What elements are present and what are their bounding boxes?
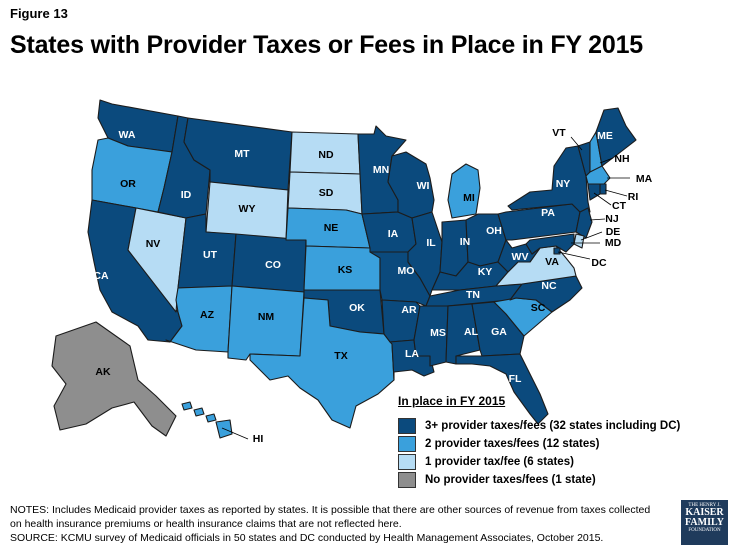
state-tx bbox=[249, 297, 395, 429]
svg-text:ME: ME bbox=[597, 130, 613, 142]
legend-item-none: No provider taxes/fees (1 state) bbox=[398, 472, 596, 488]
legend-label: No provider taxes/fees (1 state) bbox=[425, 474, 596, 486]
state-ri bbox=[599, 183, 607, 195]
legend-swatch bbox=[398, 472, 416, 488]
svg-text:NH: NH bbox=[614, 153, 629, 165]
svg-text:IL: IL bbox=[426, 237, 436, 249]
svg-text:CO: CO bbox=[265, 259, 281, 271]
svg-text:MT: MT bbox=[234, 148, 250, 160]
legend-item-one: 1 provider tax/fee (6 states) bbox=[398, 454, 574, 470]
svg-text:OH: OH bbox=[486, 225, 502, 237]
svg-text:OR: OR bbox=[120, 178, 136, 190]
svg-text:LA: LA bbox=[405, 348, 419, 360]
svg-text:SD: SD bbox=[319, 187, 334, 199]
state-ct bbox=[587, 183, 601, 201]
svg-text:MS: MS bbox=[430, 327, 446, 339]
svg-text:HI: HI bbox=[253, 433, 264, 445]
svg-text:DC: DC bbox=[591, 257, 607, 269]
svg-text:VT: VT bbox=[552, 127, 566, 139]
figure-label: Figure 13 bbox=[10, 6, 68, 21]
svg-text:MO: MO bbox=[398, 265, 415, 277]
svg-text:IA: IA bbox=[388, 228, 399, 240]
legend-item-two: 2 provider taxes/fees (12 states) bbox=[398, 436, 600, 452]
svg-text:AL: AL bbox=[464, 326, 479, 338]
svg-text:RI: RI bbox=[628, 191, 639, 203]
svg-text:KS: KS bbox=[338, 264, 353, 276]
legend-title: In place in FY 2015 bbox=[398, 394, 506, 408]
svg-text:WV: WV bbox=[512, 251, 529, 263]
state-nj bbox=[575, 207, 593, 239]
state-hi bbox=[181, 401, 233, 439]
state-dc bbox=[553, 247, 561, 255]
legend-item-three-plus: 3+ provider taxes/fees (32 states includ… bbox=[398, 418, 680, 434]
svg-text:GA: GA bbox=[491, 326, 507, 338]
state-me bbox=[595, 107, 637, 167]
state-nm bbox=[227, 285, 305, 361]
state-mi bbox=[447, 163, 481, 219]
svg-text:KY: KY bbox=[478, 266, 493, 278]
state-fl bbox=[455, 353, 549, 425]
state-md bbox=[525, 233, 575, 255]
svg-text:NC: NC bbox=[541, 280, 557, 292]
source-text: SOURCE: KCMU survey of Medicaid official… bbox=[10, 532, 604, 544]
legend-swatch bbox=[398, 454, 416, 470]
svg-text:AK: AK bbox=[95, 366, 111, 378]
svg-text:WI: WI bbox=[417, 180, 430, 192]
svg-text:OK: OK bbox=[349, 302, 365, 314]
svg-text:MD: MD bbox=[605, 237, 622, 249]
svg-text:DE: DE bbox=[606, 226, 621, 238]
footnotes: NOTES: Includes Medicaid provider taxes … bbox=[10, 503, 660, 545]
svg-text:UT: UT bbox=[203, 249, 218, 261]
svg-text:NY: NY bbox=[556, 178, 571, 190]
svg-text:FL: FL bbox=[509, 373, 522, 385]
legend-swatch bbox=[398, 418, 416, 434]
legend-label: 3+ provider taxes/fees (32 states includ… bbox=[425, 420, 681, 432]
logo-line: KAISER bbox=[685, 507, 724, 518]
svg-text:WA: WA bbox=[119, 129, 136, 141]
svg-text:CT: CT bbox=[612, 200, 627, 212]
svg-text:ND: ND bbox=[318, 149, 334, 161]
svg-text:IN: IN bbox=[460, 236, 471, 248]
page-title: States with Provider Taxes or Fees in Pl… bbox=[10, 31, 643, 59]
svg-text:SC: SC bbox=[531, 302, 546, 314]
svg-text:NE: NE bbox=[324, 222, 339, 234]
notes-text: NOTES: Includes Medicaid provider taxes … bbox=[10, 504, 651, 530]
svg-text:AZ: AZ bbox=[200, 309, 215, 321]
state-de bbox=[573, 233, 585, 249]
logo-line: FOUNDATION bbox=[688, 528, 721, 533]
legend-label: 2 provider taxes/fees (12 states) bbox=[425, 438, 600, 450]
svg-text:NM: NM bbox=[258, 311, 275, 323]
svg-text:MA: MA bbox=[636, 173, 653, 185]
svg-text:CA: CA bbox=[93, 270, 109, 282]
legend-swatch bbox=[398, 436, 416, 452]
logo-line: FAMILY bbox=[685, 517, 724, 528]
svg-text:TN: TN bbox=[466, 289, 480, 301]
svg-text:NJ: NJ bbox=[605, 213, 619, 225]
svg-text:VA: VA bbox=[545, 256, 559, 268]
legend-label: 1 provider tax/fee (6 states) bbox=[425, 456, 574, 468]
state-ak bbox=[51, 321, 177, 437]
svg-text:TX: TX bbox=[334, 350, 347, 362]
svg-text:PA: PA bbox=[541, 207, 555, 219]
svg-text:NV: NV bbox=[146, 238, 161, 250]
logo-line: THE HENRY J. bbox=[688, 503, 721, 508]
svg-text:WY: WY bbox=[239, 203, 256, 215]
kff-logo: THE HENRY J. KAISER FAMILY FOUNDATION bbox=[681, 500, 728, 545]
svg-text:MI: MI bbox=[463, 192, 475, 204]
svg-text:AR: AR bbox=[401, 304, 417, 316]
svg-text:MN: MN bbox=[373, 164, 389, 176]
state-ny bbox=[507, 145, 591, 213]
svg-text:ID: ID bbox=[181, 189, 192, 201]
